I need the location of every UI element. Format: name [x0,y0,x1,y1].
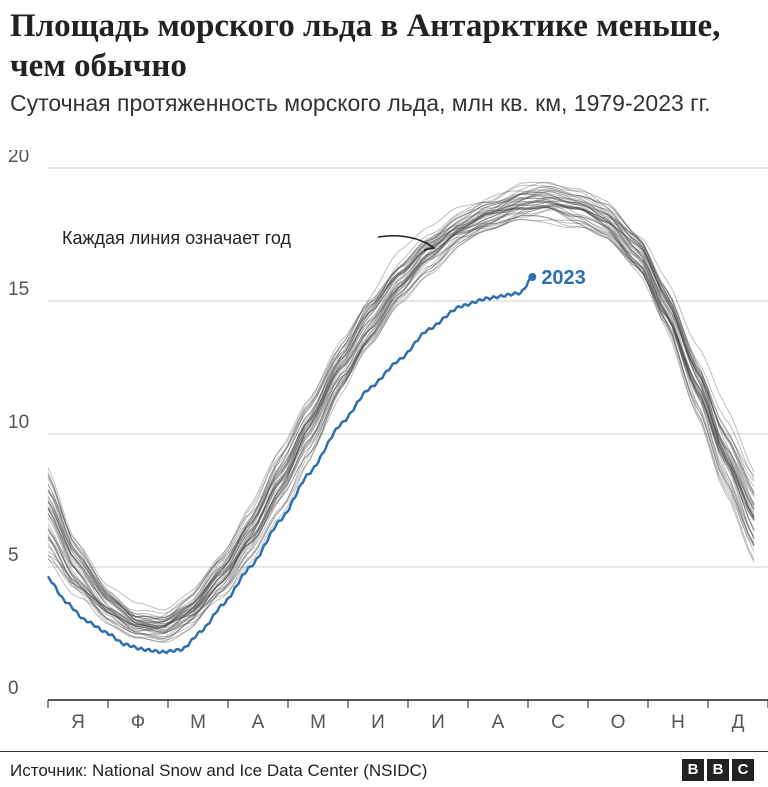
year-line [47,190,755,619]
y-tick-label: 5 [8,545,19,566]
year-line [47,205,755,627]
year-line [47,214,755,634]
x-tick-label: Н [671,712,685,733]
year-line [47,196,755,633]
x-tick-label: М [190,712,206,733]
footer-divider [0,751,768,752]
annotation-arrowhead [423,241,436,251]
y-tick-label: 10 [8,412,29,433]
year-line [47,191,755,634]
year-line [47,203,755,628]
year-line [47,204,755,622]
x-tick-label: Я [71,712,85,733]
chart-subtitle: Суточная протяженность морского льда, мл… [10,90,711,116]
year-line [47,184,755,623]
bbc-logo: B B C [682,759,754,781]
year-line [47,200,755,638]
annotation-group: Каждая линия означает год [62,228,436,251]
footer: Источник: National Snow and Ice Data Cen… [0,751,768,787]
grid-lines: 0 5 10 15 20 [8,150,768,699]
x-tick-label: С [551,712,565,733]
year-line [47,181,755,621]
year-line [47,200,755,640]
annotation-label: Каждая линия означает год [62,228,292,248]
year-line [47,201,755,643]
year-line [47,193,755,611]
year-line [47,186,755,625]
year-line [47,205,755,630]
x-tick-label: Д [732,712,745,733]
year-line [47,206,755,644]
year-line [47,204,755,632]
year-line [47,201,755,638]
year-line [47,200,755,623]
year-line [47,218,755,632]
series-line-2023 [46,276,533,655]
logo-letter: B [707,759,729,781]
year-line [47,191,755,615]
series-label-2023: 2023 [541,267,586,289]
logo-letter: B [682,759,704,781]
year-line [47,196,755,633]
series-endpoint-2023 [528,273,537,282]
x-tick-label: А [492,712,505,733]
x-tick-label: А [252,712,265,733]
logo-letter: C [732,759,754,781]
x-tick-label: О [611,712,626,733]
chart-title: Площадь морского льда в Антарктике меньш… [10,8,721,84]
year-line [47,191,755,625]
chart-area: 0 5 10 15 20 2023 Я Ф М А М И И А С О Н Д Каждая линия … [8,150,768,733]
x-tick-label: И [431,712,445,733]
year-line [47,194,755,630]
year-line [47,204,755,628]
source-note: Источник: National Snow and Ice Data Cen… [10,761,428,780]
year-line [47,207,755,641]
y-tick-label: 15 [8,279,29,300]
year-line [47,189,755,622]
year-line [47,193,755,629]
y-tick-label: 0 [8,678,19,699]
y-tick-label: 20 [8,150,29,167]
year-line [47,196,755,629]
year-line [47,185,755,618]
year-line [47,181,755,621]
year-line [47,189,755,631]
year-line [47,214,755,631]
year-lines [47,181,755,644]
year-line [47,199,755,628]
year-line [47,197,755,619]
year-line [47,205,755,627]
year-line [47,207,755,628]
year-line [47,187,755,626]
year-line [47,209,755,635]
x-tick-label: М [310,712,326,733]
year-line [47,205,755,626]
year-line [47,201,755,640]
year-line [47,218,755,635]
year-line [47,206,755,633]
x-tick-label: И [371,712,385,733]
highlight-series: 2023 [46,267,586,655]
x-tick-label: Ф [131,712,145,733]
year-line [47,196,755,624]
